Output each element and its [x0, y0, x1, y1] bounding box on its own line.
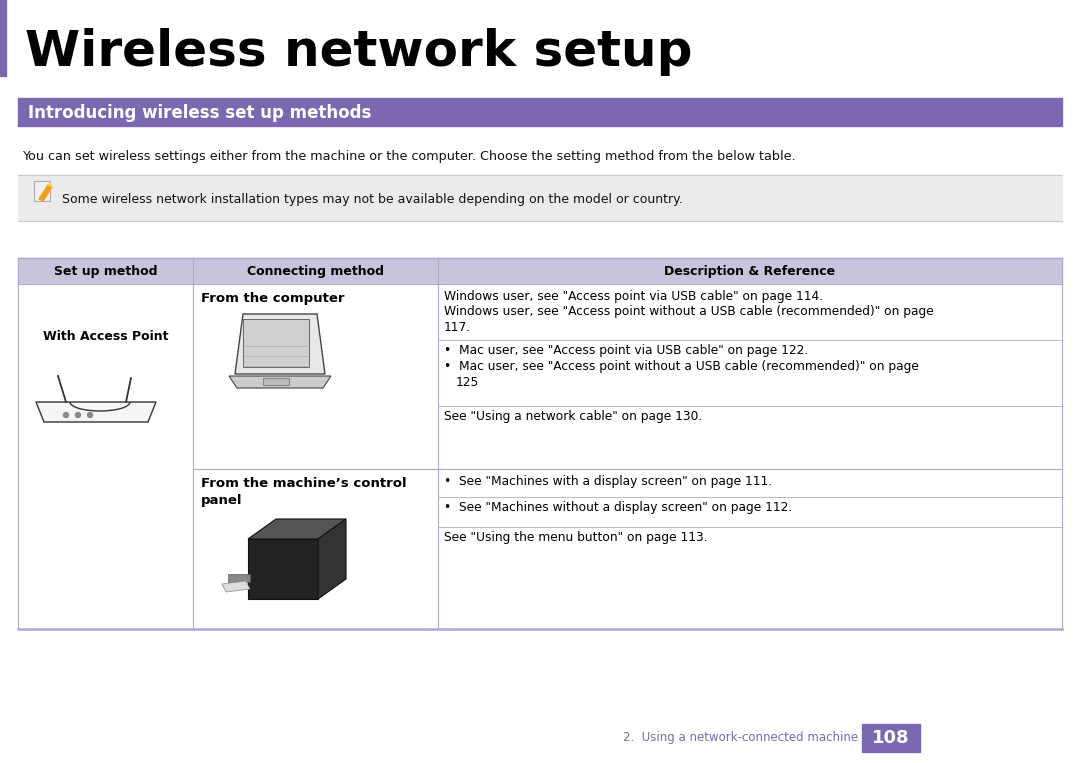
Circle shape	[76, 413, 81, 417]
Bar	[18, 284, 1062, 469]
Text: Connecting method: Connecting method	[247, 266, 384, 278]
Polygon shape	[229, 376, 330, 388]
Polygon shape	[39, 185, 52, 201]
Polygon shape	[248, 519, 346, 539]
Text: •  Mac user, see "Access point via USB cable" on page 122.: • Mac user, see "Access point via USB ca…	[444, 344, 808, 357]
Bar	[243, 319, 309, 367]
Bar	[18, 175, 1062, 221]
Text: From the machine’s control
panel: From the machine’s control panel	[201, 477, 407, 507]
Bar	[264, 378, 289, 385]
Text: See "Using the menu button" on page 113.: See "Using the menu button" on page 113.	[444, 531, 707, 544]
Polygon shape	[222, 581, 249, 592]
Text: •  See "Machines without a display screen" on page 112.: • See "Machines without a display screen…	[444, 501, 793, 514]
Polygon shape	[36, 402, 156, 422]
Bar	[18, 258, 1062, 284]
Text: •  Mac user, see "Access point without a USB cable (recommended)" on page: • Mac user, see "Access point without a …	[444, 360, 919, 373]
Text: Wireless network setup: Wireless network setup	[25, 28, 692, 76]
Text: Introducing wireless set up methods: Introducing wireless set up methods	[28, 104, 372, 122]
Text: 117.: 117.	[444, 321, 471, 334]
Text: Set up method: Set up method	[54, 266, 158, 278]
Polygon shape	[235, 314, 325, 374]
Text: With Access Point: With Access Point	[43, 330, 168, 343]
Text: Some wireless network installation types may not be available depending on the m: Some wireless network installation types…	[62, 192, 683, 205]
Polygon shape	[248, 539, 318, 599]
Bar	[18, 469, 1062, 629]
Bar	[0, 0, 6, 76]
Polygon shape	[318, 519, 346, 599]
Circle shape	[64, 413, 68, 417]
Circle shape	[87, 413, 93, 417]
Text: See "Using a network cable" on page 130.: See "Using a network cable" on page 130.	[444, 410, 702, 423]
Text: 125: 125	[456, 376, 480, 389]
Bar	[18, 98, 1062, 126]
Text: •  See "Machines with a display screen" on page 111.: • See "Machines with a display screen" o…	[444, 475, 772, 488]
Bar	[33, 181, 50, 201]
Text: 2.  Using a network-connected machine: 2. Using a network-connected machine	[623, 732, 858, 745]
Text: 108: 108	[873, 729, 909, 747]
Polygon shape	[48, 183, 52, 187]
Text: Windows user, see "Access point without a USB cable (recommended)" on page: Windows user, see "Access point without …	[444, 305, 934, 318]
Text: From the computer: From the computer	[201, 292, 345, 305]
Bar	[862, 724, 920, 752]
Text: Description & Reference: Description & Reference	[664, 266, 836, 278]
Polygon shape	[228, 574, 249, 582]
Text: Windows user, see "Access point via USB cable" on page 114.: Windows user, see "Access point via USB …	[444, 290, 823, 303]
Text: You can set wireless settings either from the machine or the computer. Choose th: You can set wireless settings either fro…	[22, 150, 796, 163]
